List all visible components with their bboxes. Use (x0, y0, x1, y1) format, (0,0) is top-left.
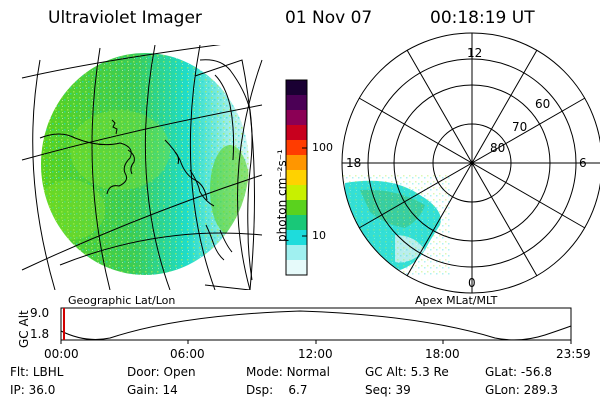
info-ip: IP: 36.0 (10, 383, 56, 397)
info-glat: GLat: -56.8 (485, 365, 552, 379)
colorbar-segment (286, 200, 307, 216)
info-gain: Gain: 14 (127, 383, 178, 397)
colorbar-segment (286, 95, 307, 111)
colorbar-segment (286, 80, 307, 96)
info-gc-alt: GC Alt: 5.3 Re (365, 365, 449, 379)
info-seq: Seq: 39 (365, 383, 411, 397)
apex-panel-label: Apex MLat/MLT (415, 294, 498, 307)
mlt-label-0: 0 (468, 276, 476, 290)
geographic-panel-label: Geographic Lat/Lon (68, 294, 176, 307)
colorbar-segment (286, 110, 307, 126)
colorbar (285, 79, 308, 276)
colorbar-segment (286, 155, 307, 171)
colorbar-tick-100: 100 (312, 141, 333, 154)
colorbar-segment (286, 260, 307, 276)
mlat-label-70: 70 (512, 120, 528, 134)
altitude-plot (60, 307, 572, 344)
colorbar-tick-10: 10 (312, 229, 326, 242)
colorbar-segment (286, 140, 307, 156)
colorbar-segment (286, 230, 307, 246)
colorbar-segment (286, 170, 307, 186)
altitude-curve (60, 310, 572, 341)
colorbar-segment (286, 185, 307, 201)
polar-plot (341, 32, 600, 294)
mlt-label-18: 18 (346, 156, 362, 170)
coastlines (39, 59, 253, 281)
mlt-label-12: 12 (467, 46, 483, 60)
mlt-label-6: 6 (579, 156, 587, 170)
mlat-label-80: 80 (490, 141, 506, 155)
time-tick-1200: 12:00 (298, 347, 333, 361)
time-tick-1800: 18:00 (425, 347, 460, 361)
colorbar-segment (286, 215, 307, 231)
mlat-label-60: 60 (535, 97, 551, 111)
colorbar-border (285, 79, 308, 276)
info-mode: Mode: Normal (246, 365, 330, 379)
observation-time: 00:18:19 UT (430, 8, 535, 28)
colorbar-unit-label: photon cm⁻²s⁻¹ (275, 149, 289, 242)
time-tick-0600: 06:00 (170, 347, 205, 361)
lat-lon-grid (21, 45, 263, 290)
colorbar-segment (286, 125, 307, 141)
altitude-ytick-max: 9.0 (30, 306, 50, 320)
info-dsp: Dsp: 6.7 (246, 383, 308, 397)
info-flt: Flt: LBHL (10, 365, 64, 379)
instrument-title: Ultraviolet Imager (48, 8, 202, 28)
geographic-map (21, 45, 263, 290)
colorbar-segment (286, 245, 307, 261)
altitude-ytick-min: 1.8 (30, 327, 50, 341)
info-glon: GLon: 289.3 (485, 383, 558, 397)
info-door: Door: Open (127, 365, 196, 379)
altitude-axis-label: GC Alt (17, 310, 31, 348)
time-tick-2359: 23:59 (556, 347, 591, 361)
time-tick-0000: 00:00 (44, 347, 79, 361)
observation-date: 01 Nov 07 (285, 8, 373, 28)
